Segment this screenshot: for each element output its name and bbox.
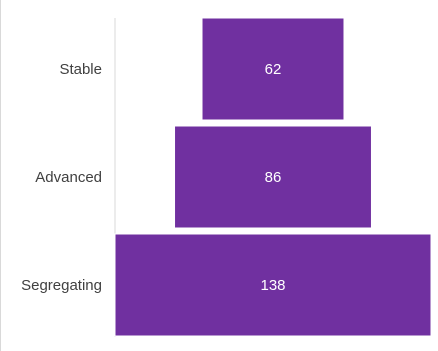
category-label-segregating: Segregating: [21, 277, 102, 294]
bars-layer: [114, 17, 432, 337]
data-labels-layer: 62 86 138: [260, 61, 285, 294]
bar-advanced: [174, 125, 372, 229]
data-label-segregating: 138: [260, 277, 285, 294]
chart-border: [0, 0, 1, 351]
data-label-advanced: 86: [265, 169, 282, 186]
bar-stable: [201, 17, 345, 121]
category-label-stable: Stable: [59, 61, 102, 78]
category-labels-layer: Stable Advanced Segregating: [21, 61, 102, 294]
data-label-stable: 62: [265, 61, 282, 78]
category-label-advanced: Advanced: [35, 169, 102, 186]
bar-segregating: [114, 233, 432, 337]
